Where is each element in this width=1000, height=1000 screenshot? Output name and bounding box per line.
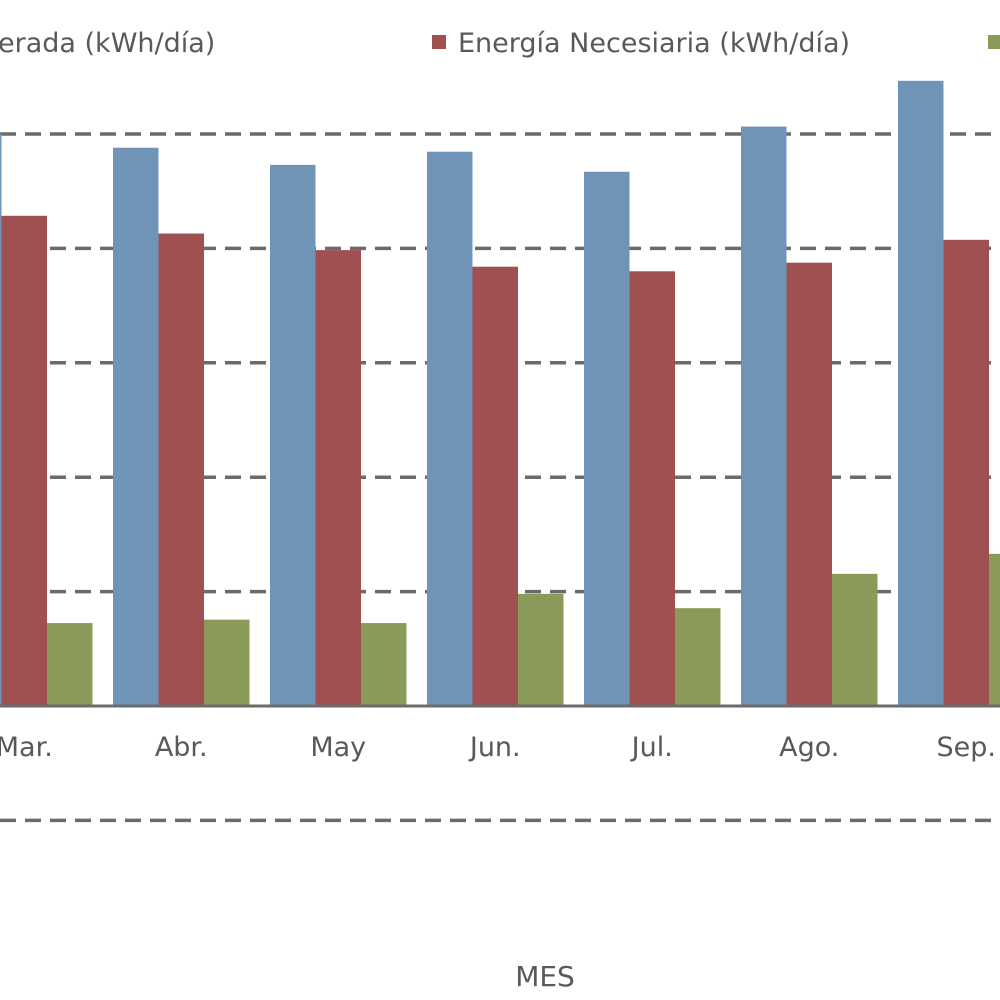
bars (0, 80, 1000, 706)
legend-swatch-necesaria (432, 35, 446, 49)
bar-series1-jun (427, 151, 473, 706)
bar-series2-jun (472, 266, 518, 706)
x-tick-labels: Mar. Abr. May Jun. Jul. Ago. Sep. (0, 732, 996, 763)
x-tick-label: May (310, 732, 366, 763)
x-tick-label: Abr. (155, 732, 208, 763)
legend-label-necesaria: Energía Necesiaria (kWh/día) (458, 28, 850, 59)
bar-series3-ago (832, 573, 878, 706)
legend-label-generada: erada (kWh/día) (0, 28, 215, 59)
bar-series3-may (361, 623, 407, 706)
x-tick-label: Mar. (0, 732, 53, 763)
bar-series2-ago (786, 262, 832, 706)
bar-series1-abr (113, 147, 159, 706)
bar-series3-abr (204, 619, 250, 706)
legend: erada (kWh/día) Energía Necesiaria (kWh/… (0, 28, 1000, 59)
x-tick-label: Ago. (779, 732, 839, 763)
bar-series3-jun (518, 593, 564, 706)
bar-series1-sep (898, 80, 944, 706)
x-axis-title: MES (515, 960, 575, 993)
bar-series3-sep (989, 553, 1000, 706)
x-tick-label: Jun. (468, 732, 521, 763)
bar-series3-mar (47, 623, 93, 706)
bar-series1-may (270, 164, 316, 706)
bar-series1-mar (0, 134, 2, 706)
bar-series1-jul (584, 171, 630, 706)
bar-series2-jul (629, 271, 675, 706)
bar-series2-mar (1, 215, 47, 706)
bar-series2-may (315, 250, 361, 706)
bar-series1-ago (741, 126, 787, 706)
x-tick-label: Sep. (937, 732, 996, 763)
x-tick-label: Jul. (630, 732, 673, 763)
bar-series2-sep (943, 239, 989, 706)
bar-series3-jul (675, 608, 721, 706)
legend-swatch-third (988, 35, 1000, 49)
bar-series2-abr (158, 233, 204, 706)
